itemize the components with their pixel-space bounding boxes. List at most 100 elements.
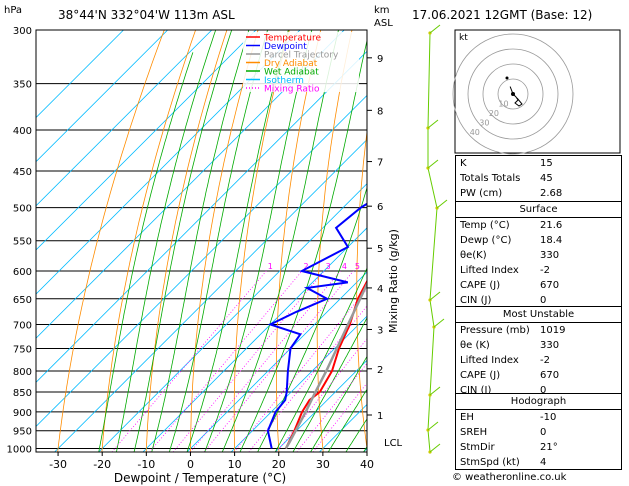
hodograph-ring-label: 40 xyxy=(470,128,480,137)
km-unit: km xyxy=(374,5,390,16)
hodograph-ring-label: 10 xyxy=(498,100,508,109)
hodograph-row: SREH 0 xyxy=(460,427,547,438)
wet-adiabat-line xyxy=(274,267,367,452)
km-tick-label: 1 xyxy=(377,411,383,422)
surface-title: Surface xyxy=(456,202,621,218)
isotherm-line xyxy=(36,30,301,295)
km-tick-label: 7 xyxy=(377,158,383,169)
x-tick-label: -20 xyxy=(93,458,111,471)
x-tick-label: 10 xyxy=(228,458,242,471)
series-parcel-trajectory xyxy=(284,281,367,450)
mixing-ratio-line xyxy=(172,270,325,452)
footer-credit: © weatheronline.co.uk xyxy=(452,472,567,483)
wet-adiabat-line xyxy=(292,317,367,452)
most-unstable-row: Lifted Index -2 xyxy=(460,355,550,366)
wet-adiabat-line xyxy=(327,388,367,452)
profile-lines: 12345810152025 xyxy=(266,202,450,450)
mixing-ratio-label: 20 xyxy=(440,262,450,271)
mixing-ratio-label: 1 xyxy=(268,262,273,271)
dry-adiabat-line xyxy=(57,30,165,452)
km-tick-label: 4 xyxy=(377,284,383,295)
mixing-ratio-label: 4 xyxy=(342,262,347,271)
isotherm-line xyxy=(230,315,367,452)
dry-adiabat-line xyxy=(145,30,228,452)
km-tick-label: 5 xyxy=(377,244,383,255)
index-row-k: K 15 xyxy=(460,158,553,169)
isotherm-line xyxy=(36,50,367,383)
isotherm-line xyxy=(36,30,345,339)
most-unstable-row: Pressure (mb) 1019 xyxy=(460,325,566,336)
pressure-tick-label: 350 xyxy=(13,80,32,91)
wind-profile xyxy=(426,24,448,454)
legend-entry: Mixing Ratio xyxy=(264,85,320,95)
dry-adiabat-line xyxy=(316,30,353,452)
isotherm-line xyxy=(186,271,367,452)
isotherm-line xyxy=(98,183,367,452)
surface-row: Lifted Index -2 xyxy=(460,265,550,276)
legend-background xyxy=(243,32,359,92)
wind-barb xyxy=(429,24,441,34)
wet-adiabat-line xyxy=(204,30,313,452)
wet-adiabat-line xyxy=(151,30,250,452)
wind-barb xyxy=(429,291,441,301)
indices-box-hodograph: Hodograph EH -10 SREH 0 StmDir 21° StmSpd (… xyxy=(455,393,622,470)
mixing-ratio-line xyxy=(149,270,303,452)
mixing-ratio-line xyxy=(296,362,367,452)
wet-adiabat-line xyxy=(98,52,194,452)
most-unstable-row: CAPE (J) 670 xyxy=(460,370,560,381)
dry-adiabat-line xyxy=(233,30,290,452)
axis-labels: 3003504004505005506006507007508008509009… xyxy=(7,26,403,471)
pressure-tick-label: 600 xyxy=(13,267,32,278)
wind-barb xyxy=(433,318,445,328)
isotherm-line xyxy=(36,30,213,207)
pressure-tick-label: 700 xyxy=(13,321,32,332)
mixing-ratio-label: 2 xyxy=(303,262,308,271)
most-unstable-row: θe (K) 330 xyxy=(460,340,560,351)
legend-entry: Temperature xyxy=(263,34,321,44)
lcl-label: LCL xyxy=(384,438,403,449)
most-unstable-row: CIN (J) 0 xyxy=(460,385,547,396)
legend-entry: Dry Adiabat xyxy=(264,59,318,69)
hodograph-trace xyxy=(512,93,523,107)
isotherm-line xyxy=(36,94,367,428)
mixing-ratio-line xyxy=(312,382,367,452)
km-tick-label: 6 xyxy=(377,202,383,213)
hodograph-ring xyxy=(452,33,574,155)
wet-adiabat-line xyxy=(116,30,217,452)
wet-adiabat-line xyxy=(186,30,289,452)
pressure-tick-label: 450 xyxy=(13,167,32,178)
pressure-tick-label: 550 xyxy=(13,237,32,248)
index-row-pw: PW (cm) 2.68 xyxy=(460,188,563,199)
pressure-tick-label: 750 xyxy=(13,345,32,356)
legend-entry: Dewpoint xyxy=(264,42,307,52)
pressure-tick-label: 500 xyxy=(13,204,32,215)
dry-adiabat-line xyxy=(275,30,322,452)
hodograph-ring xyxy=(482,63,544,125)
wind-barb xyxy=(427,421,439,431)
wind-barb xyxy=(429,443,441,453)
surface-row: CIN (J) 0 xyxy=(460,295,547,306)
km-tick-label: 8 xyxy=(377,106,383,117)
wet-adiabat-line xyxy=(133,30,233,452)
wet-adiabat-line xyxy=(169,30,268,452)
datetime-label: 17.06.2021 12GMT (Base: 12) xyxy=(412,8,593,22)
wind-barb xyxy=(436,199,448,209)
hodograph-unit-label: kt xyxy=(459,33,468,43)
background-lines xyxy=(36,30,367,452)
pressure-tick-label: 800 xyxy=(13,367,32,378)
hodograph-ring xyxy=(467,48,559,140)
hodograph-frame xyxy=(454,29,621,154)
isotherm-line xyxy=(36,30,124,119)
wind-barb xyxy=(427,119,439,129)
pressure-tick-label: 650 xyxy=(13,295,32,306)
hodograph-row: EH -10 xyxy=(460,412,557,423)
indices-box-surface: Surface Temp (°C) 21.6 Dewp (°C) 18.4 θe(K… xyxy=(455,201,622,308)
wet-adiabat-line xyxy=(239,38,367,452)
hodograph-title: Hodograph xyxy=(456,394,621,410)
hodograph-ring-label: 30 xyxy=(479,119,489,128)
km-tick-label: 3 xyxy=(377,325,383,336)
x-tick-label: -10 xyxy=(137,458,155,471)
hodograph-row: StmDir 21° xyxy=(460,442,558,453)
isotherm-line xyxy=(36,30,168,163)
